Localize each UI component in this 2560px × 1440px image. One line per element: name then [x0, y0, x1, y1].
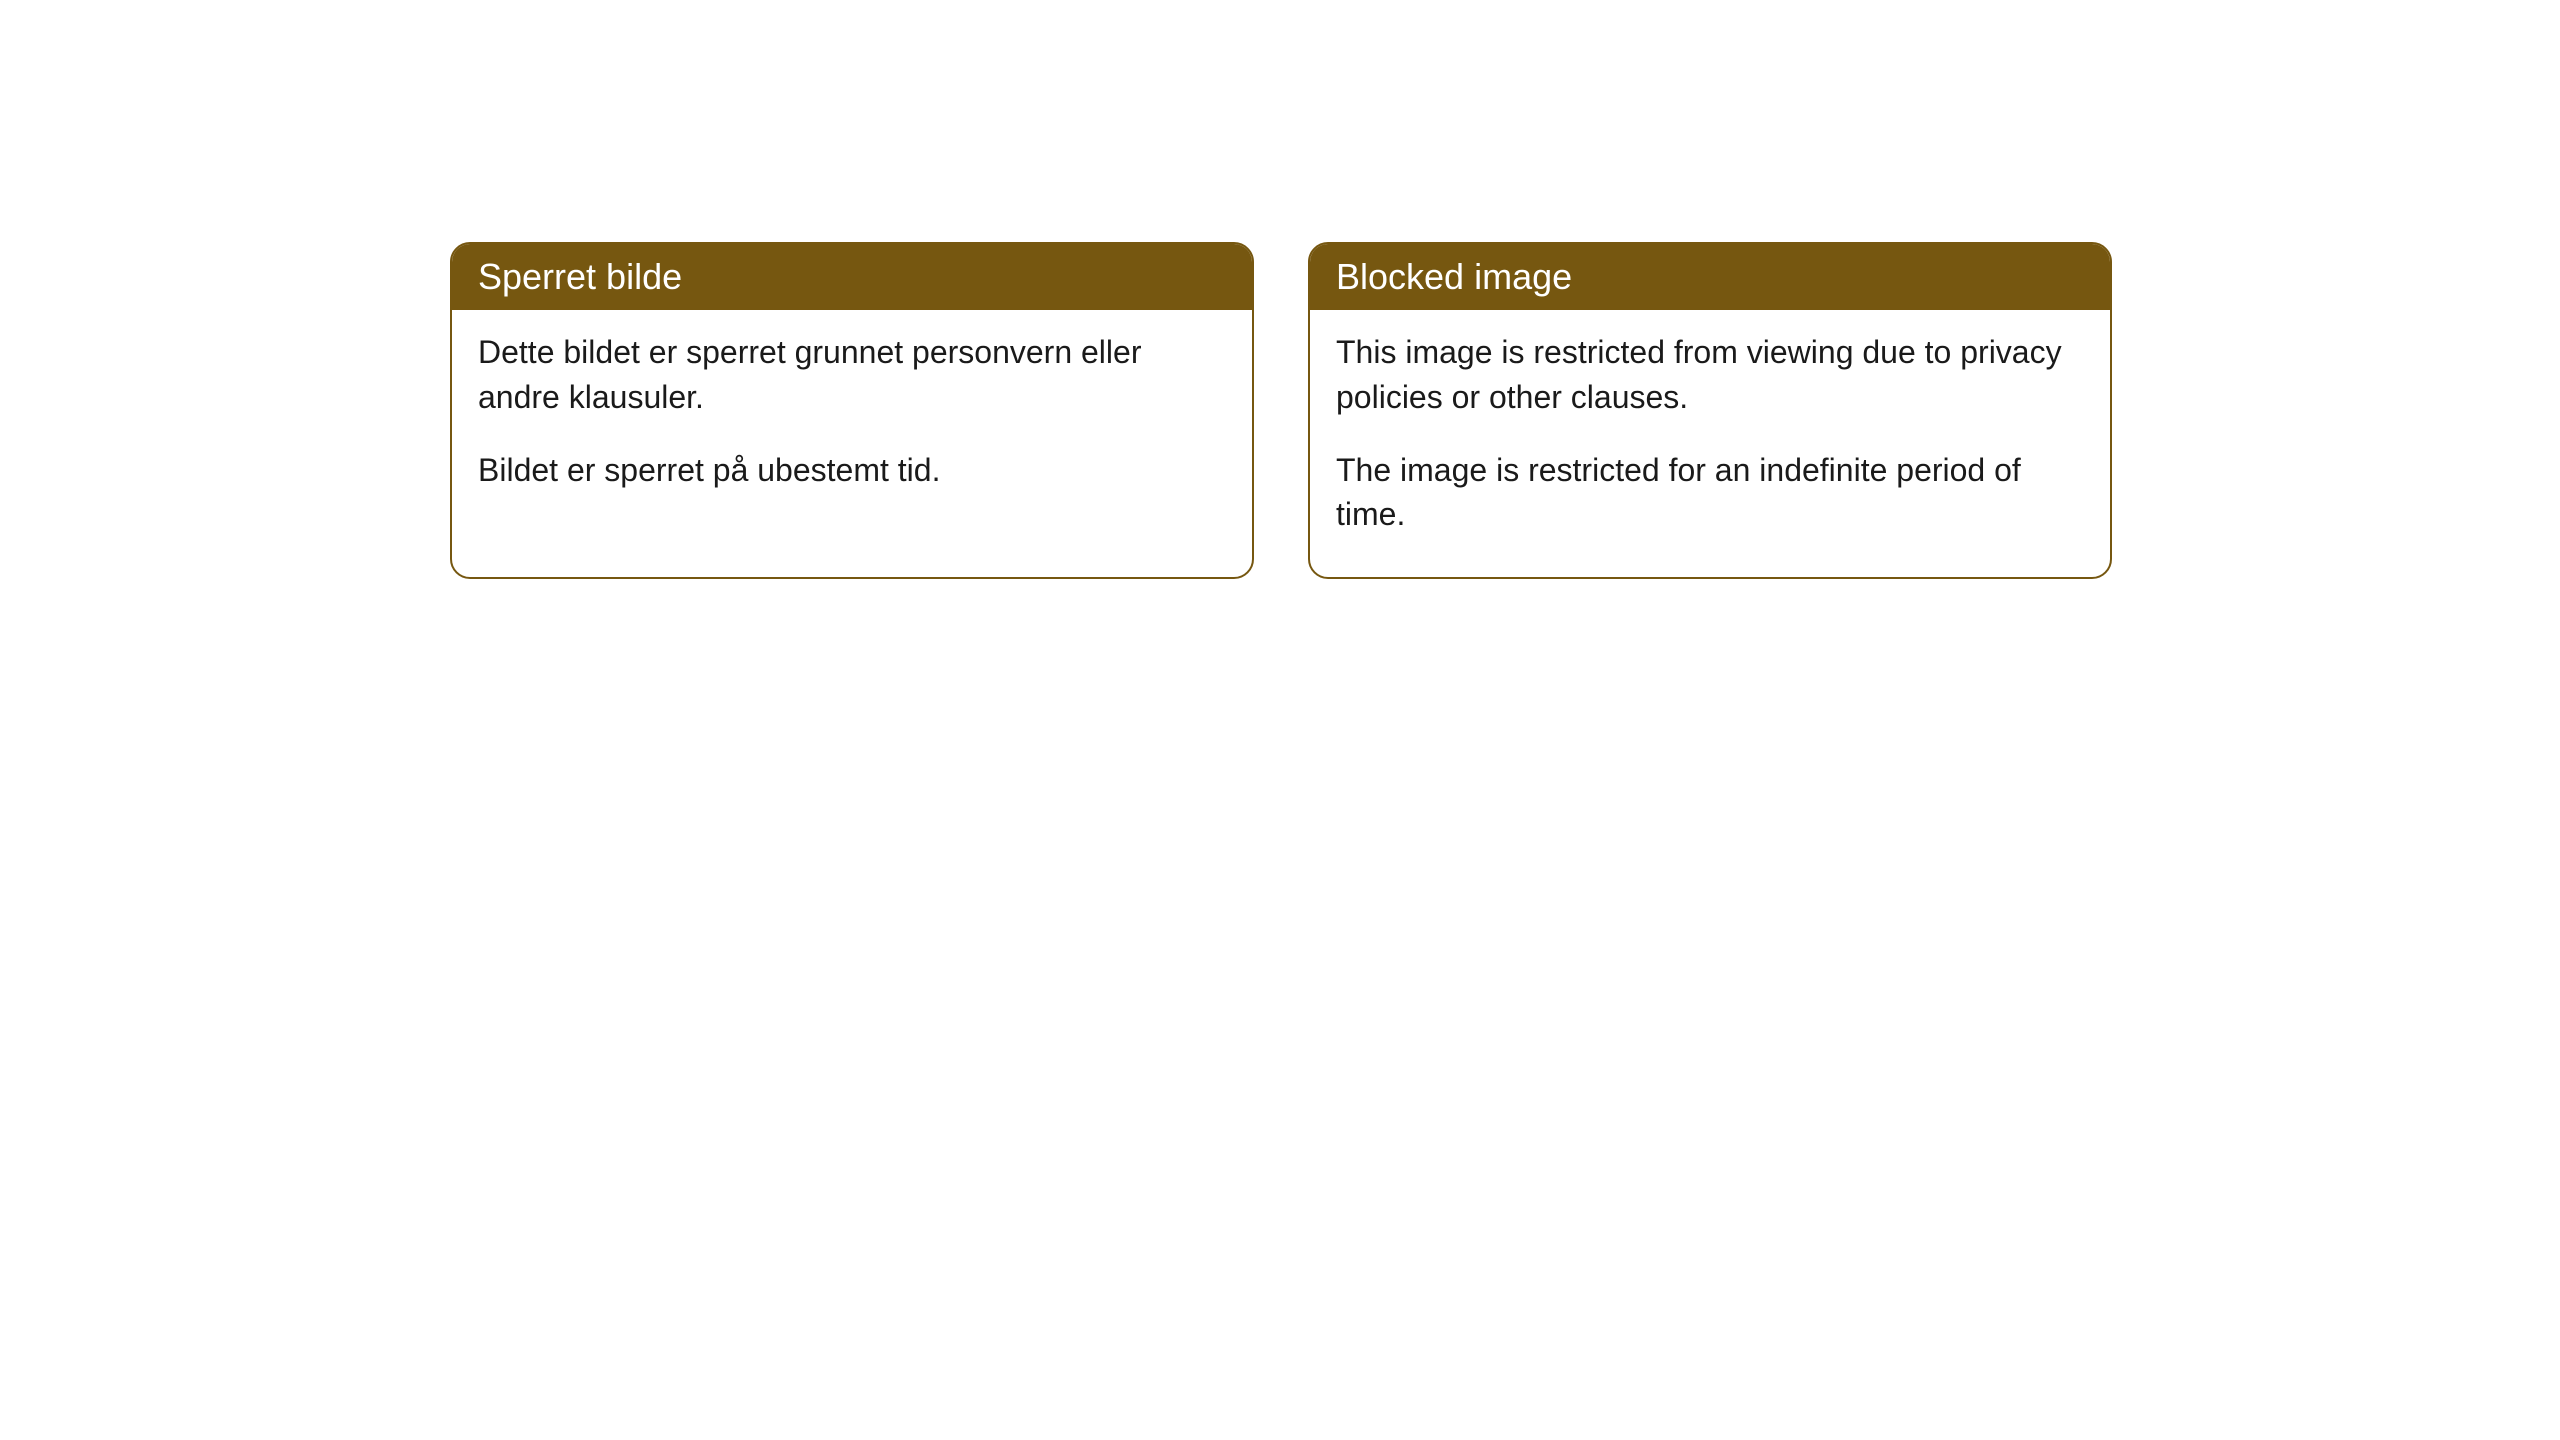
card-paragraph-1-english: This image is restricted from viewing du…	[1336, 330, 2084, 420]
card-paragraph-2-english: The image is restricted for an indefinit…	[1336, 448, 2084, 538]
card-header-norwegian: Sperret bilde	[452, 244, 1252, 310]
card-paragraph-1-norwegian: Dette bildet er sperret grunnet personve…	[478, 330, 1226, 420]
card-header-english: Blocked image	[1310, 244, 2110, 310]
card-title-norwegian: Sperret bilde	[478, 256, 682, 297]
card-title-english: Blocked image	[1336, 256, 1572, 297]
notice-card-english: Blocked image This image is restricted f…	[1308, 242, 2112, 579]
card-body-norwegian: Dette bildet er sperret grunnet personve…	[452, 310, 1252, 532]
card-body-english: This image is restricted from viewing du…	[1310, 310, 2110, 577]
notice-card-norwegian: Sperret bilde Dette bildet er sperret gr…	[450, 242, 1254, 579]
notice-cards-container: Sperret bilde Dette bildet er sperret gr…	[450, 242, 2112, 579]
card-paragraph-2-norwegian: Bildet er sperret på ubestemt tid.	[478, 448, 1226, 493]
